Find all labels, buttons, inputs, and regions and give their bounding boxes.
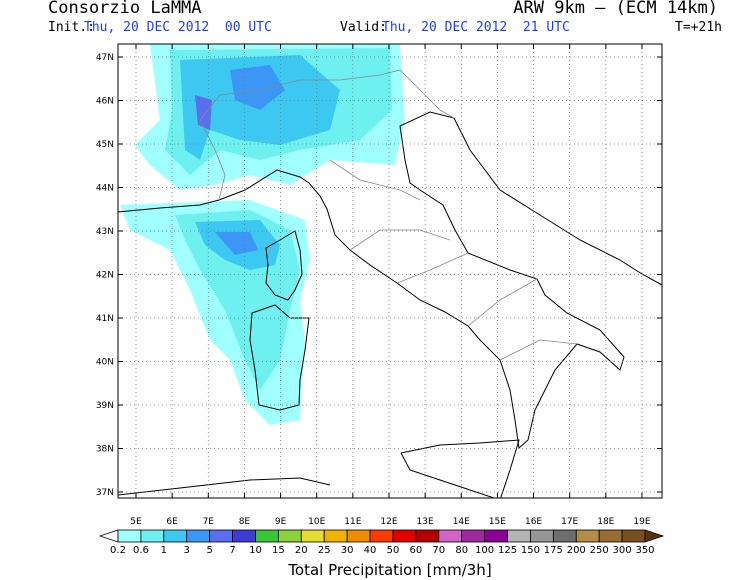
lat-tick-label: 44N [96,184,114,194]
colorbar-box [484,529,508,543]
graticule: 47N 46N 45N 44N 43N 42N 41N 40N 39N 38N 37N 5E 6E 7E 8… [96,44,662,527]
lat-tick-label: 43N [96,227,114,237]
lon-tick-label: 5E [130,517,142,527]
lon-tick-label: 18E [597,517,614,527]
lon-tick-label: 8E [239,517,251,527]
colorbar-label: 25 [318,545,331,556]
colorbar-label: 40 [364,545,377,556]
lat-tick-label: 40N [96,358,114,368]
colorbar-box [117,529,142,543]
colorbar-box [598,529,623,543]
colorbar-box [323,529,348,543]
colorbar-label: 175 [544,545,563,556]
colorbar-label: 7 [229,545,235,556]
lon-tick-label: 15E [489,517,506,527]
lon-tick-label: 17E [561,517,578,527]
colorbar-box [209,529,233,543]
colorbar-box [277,529,302,543]
colorbar-box [140,529,165,543]
lon-tick-label: 6E [166,517,178,527]
lon-tick-label: 16E [525,517,542,527]
colorbar-low-end [98,529,119,543]
colorbar-box [507,529,531,543]
colorbar-label: 100 [475,545,494,556]
colorbar-box [552,529,577,543]
colorbar-box [575,529,600,543]
lat-tick-label: 47N [96,53,114,63]
colorbar-high-end [644,529,665,543]
colorbar-label: 125 [498,545,517,556]
colorbar-label: 70 [432,545,445,556]
lead-time: T=+21h [675,20,722,35]
colorbar-box [438,529,463,543]
lon-tick-label: 12E [380,517,397,527]
colorbar-label: 0.2 [110,545,126,556]
colorbar-label: 3 [184,545,190,556]
lon-tick-label: 14E [453,517,470,527]
init-label: Init.: [48,20,95,35]
left-title: Consorzio LaMMA [48,0,202,18]
lon-tick-label: 9E [275,517,287,527]
colorbar-label: 150 [521,545,540,556]
colorbar-box [346,529,371,543]
colorbar-label: 250 [590,545,609,556]
lat-tick-label: 45N [96,140,114,150]
colorbar-label: 0.6 [133,545,149,556]
colorbar-label: 300 [613,545,632,556]
lat-tick-label: 46N [96,97,114,107]
colorbar-box [415,529,440,543]
precipitation [120,44,405,425]
colorbar-label: 5 [206,545,212,556]
colorbar-box [461,529,486,543]
colorbar-box [163,529,188,543]
valid-label: Valid: [340,20,387,35]
lat-tick-label: 39N [96,401,114,411]
colorbar-label: 350 [635,545,654,556]
lon-tick-label: 11E [344,517,361,527]
lat-tick-label: 42N [96,271,114,281]
lon-tick-label: 19E [633,517,650,527]
lon-tick-label: 13E [417,517,434,527]
colorbar-box [621,529,646,543]
colorbar-label: 15 [272,545,285,556]
valid-time: Thu, 20 DEC 2012 21 UTC [382,20,570,35]
init-time: Thu, 20 DEC 2012 00 UTC [84,20,272,35]
colorbar-label: 50 [387,545,400,556]
colorbar-label: 200 [567,545,586,556]
colorbar-box [186,529,211,543]
colorbar-box [530,529,554,543]
colorbar-box [300,529,325,543]
colorbar-label: 80 [455,545,468,556]
colorbar-box [392,529,417,543]
borders [199,69,578,361]
colorbar-box [255,529,279,543]
right-title: ARW 9km – (ECM 14km) [513,0,718,18]
colorbar-label: 10 [249,545,262,556]
coastlines [118,111,662,498]
lon-tick-label: 7E [203,517,215,527]
colorbar-box [232,529,256,543]
colorbar-title: Total Precipitation [mm/3h] [287,561,491,579]
colorbar-label: 30 [341,545,354,556]
colorbar: 0.2 0.6 1 3 5 7 10 15 20 25 30 40 50 60 70 80 100 125 150 1… [98,529,665,556]
colorbar-box [369,529,394,543]
lat-tick-label: 41N [96,314,114,324]
map-area [118,44,662,498]
map-frame [117,43,663,499]
colorbar-label: 60 [410,545,423,556]
lat-tick-label: 37N [96,488,114,498]
lon-tick-label: 10E [308,517,325,527]
colorbar-label: 1 [161,545,167,556]
colorbar-label: 20 [295,545,308,556]
lat-tick-label: 38N [96,445,114,455]
